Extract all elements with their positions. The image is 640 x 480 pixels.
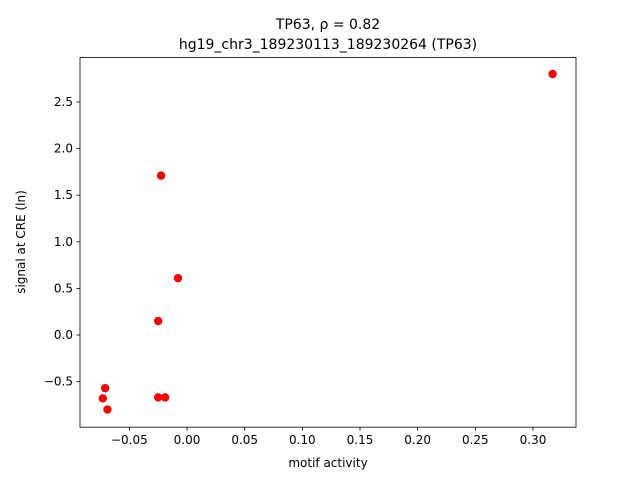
scatter-point [548,69,557,79]
scatter-point [156,171,166,180]
scatter-point [153,316,163,326]
y-axis-label: signal at CRE (ln) [14,190,28,294]
y-tick-label: 0.0 [54,328,73,342]
y-tick-label: 0.5 [54,281,73,295]
x-axis-label: motif activity [288,456,367,470]
scatter-point [98,394,108,403]
axes-frame [79,57,577,428]
scatter-point [100,383,110,393]
scatter-point [103,405,112,414]
x-tick-label: −0.05 [111,433,148,447]
x-tick-label: 0.25 [462,433,489,447]
scatter-point [173,273,183,283]
x-tick-label: 0.20 [404,433,431,447]
scatter-point [153,393,163,402]
y-tick-label: 1.0 [54,235,73,249]
chart-subtitle: hg19_chr3_189230113_189230264 (TP63) [179,37,477,53]
y-tick-label: −0.5 [44,375,73,389]
x-tick-label: 0.15 [347,433,374,447]
x-tick-label: 0.05 [231,433,258,447]
x-tick-label: 0.30 [520,433,547,447]
x-tick-label: 0.00 [174,433,201,447]
x-tick-label: 0.10 [289,433,316,447]
y-tick-label: 2.0 [54,142,73,156]
y-tick-label: 2.5 [54,95,73,109]
y-tick-label: 1.5 [54,188,73,202]
scatter-point [160,393,170,402]
chart-title: TP63, ρ = 0.82 [275,17,380,33]
